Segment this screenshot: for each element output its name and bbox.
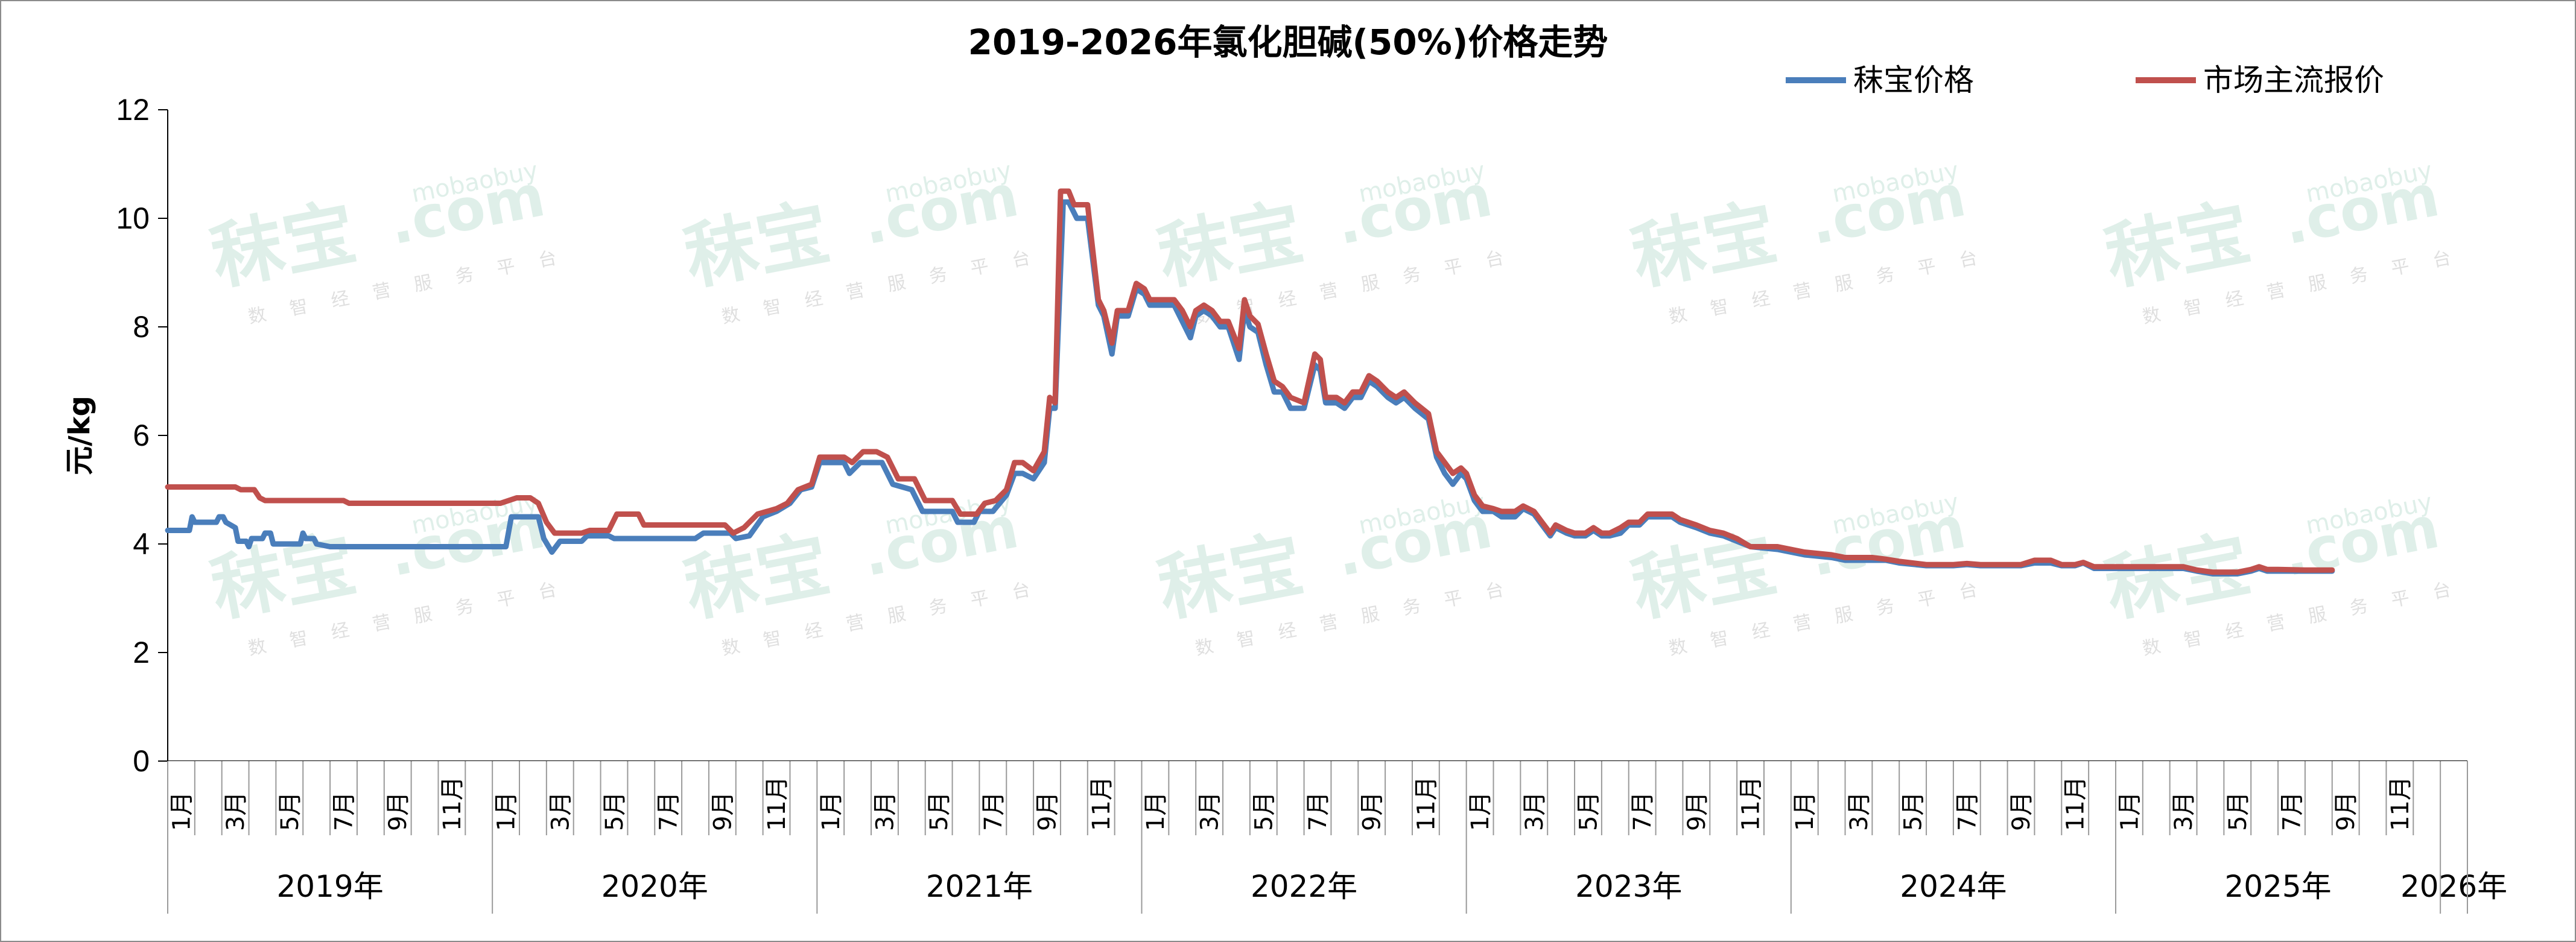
y-tick-label: 6 xyxy=(133,419,150,452)
legend-label-0: 秣宝价格 xyxy=(1853,63,1974,98)
month-label: 1月 xyxy=(1467,792,1494,831)
month-label: 9月 xyxy=(384,792,412,831)
month-band xyxy=(168,761,2467,835)
year-label: 2020年 xyxy=(601,869,708,904)
month-label: 5月 xyxy=(1250,792,1278,831)
y-tick-label: 0 xyxy=(133,744,150,778)
series-line-1 xyxy=(165,188,2335,575)
month-label: 5月 xyxy=(925,792,953,831)
month-label: 7月 xyxy=(1629,792,1657,831)
month-label: 5月 xyxy=(2224,792,2252,831)
month-label: 9月 xyxy=(1359,792,1386,831)
legend: 秣宝价格 市场主流报价 xyxy=(1786,63,2384,98)
y-tick-label: 2 xyxy=(133,636,150,669)
chart-title: 2019-2026年氯化胆碱(50%)价格走势 xyxy=(968,22,1608,63)
watermark-brand: 秣宝 xyxy=(678,191,836,300)
month-label: 9月 xyxy=(1034,792,1062,831)
series-layer xyxy=(165,188,2335,577)
watermark-com: .com xyxy=(384,493,550,589)
month-label: 1月 xyxy=(1142,792,1170,831)
watermark-brand: 秣宝 xyxy=(2099,522,2257,632)
y-tick-label: 4 xyxy=(133,527,150,561)
watermark-com: .com xyxy=(1331,493,1497,589)
watermark-brand: 秣宝 xyxy=(1625,522,1783,632)
month-label: 1月 xyxy=(2116,792,2143,831)
month-label: 5月 xyxy=(276,792,304,831)
month-label: 1月 xyxy=(1791,792,1819,831)
month-label: 11月 xyxy=(2062,776,2090,831)
month-label: 1月 xyxy=(168,792,195,831)
month-label: 7月 xyxy=(331,792,358,831)
year-label: 2024年 xyxy=(1900,869,2007,904)
watermark-com: .com xyxy=(384,162,550,258)
month-label: 5月 xyxy=(601,792,629,831)
watermark-com: .com xyxy=(1804,162,1971,258)
month-label: 7月 xyxy=(2278,792,2306,831)
month-label: 9月 xyxy=(709,792,737,831)
month-label: 3月 xyxy=(222,792,250,831)
month-label: 3月 xyxy=(1196,792,1224,831)
legend-label-1: 市场主流报价 xyxy=(2203,63,2384,98)
year-label: 2026年 xyxy=(2400,869,2507,904)
y-tick-label: 10 xyxy=(116,201,150,235)
month-label: 7月 xyxy=(655,792,683,831)
month-label: 7月 xyxy=(1953,792,1981,831)
month-label: 11月 xyxy=(439,776,466,831)
y-tick-label: 8 xyxy=(133,310,150,344)
month-label: 7月 xyxy=(980,792,1007,831)
watermark-brand: 秣宝 xyxy=(1152,191,1310,300)
month-label: 3月 xyxy=(1845,792,1873,831)
month-label: 3月 xyxy=(871,792,899,831)
month-label: 7月 xyxy=(1304,792,1332,831)
month-label: 9月 xyxy=(1683,792,1711,831)
watermark-com: .com xyxy=(2278,493,2444,589)
year-label: 2025年 xyxy=(2224,869,2331,904)
watermark-brand: 秣宝 xyxy=(1625,191,1783,300)
month-label: 9月 xyxy=(2008,792,2035,831)
watermark-brand: 秣宝 xyxy=(1152,522,1310,632)
watermark-com: .com xyxy=(1804,493,1971,589)
watermark-brand: 秣宝 xyxy=(678,522,836,632)
y-tick-label: 12 xyxy=(116,93,150,127)
watermark-brand: 秣宝 xyxy=(2099,191,2257,300)
y-axis-label: 元/kg xyxy=(63,396,97,475)
watermark-brand: 秣宝 xyxy=(205,191,363,300)
month-label: 1月 xyxy=(817,792,845,831)
month-label: 1月 xyxy=(493,792,521,831)
year-label: 2019年 xyxy=(276,869,383,904)
year-label: 2022年 xyxy=(1251,869,1357,904)
month-label: 3月 xyxy=(547,792,574,831)
month-label: 5月 xyxy=(1900,792,1927,831)
month-label: 11月 xyxy=(1737,776,1765,831)
month-label: 3月 xyxy=(2170,792,2198,831)
axes: 0 2 4 6 8 10 12 元/kg 1月 3月 5月 7月 9月 11月 1月 3月 5月 7月 9月 11月 1… xyxy=(63,93,2507,914)
year-label: 2021年 xyxy=(926,869,1033,904)
month-label: 11月 xyxy=(763,776,791,831)
watermark-com: .com xyxy=(857,162,1024,258)
month-label: 5月 xyxy=(1575,792,1602,831)
watermark-com: .com xyxy=(1331,162,1497,258)
watermark-brand: 秣宝 xyxy=(205,522,363,632)
month-label: 3月 xyxy=(1521,792,1549,831)
year-label: 2023年 xyxy=(1575,869,1682,904)
month-label: 11月 xyxy=(1088,776,1115,831)
watermark-com: .com xyxy=(2278,162,2444,258)
month-label: 11月 xyxy=(2387,776,2414,831)
month-label: 11月 xyxy=(1412,776,1440,831)
month-label: 9月 xyxy=(2332,792,2360,831)
